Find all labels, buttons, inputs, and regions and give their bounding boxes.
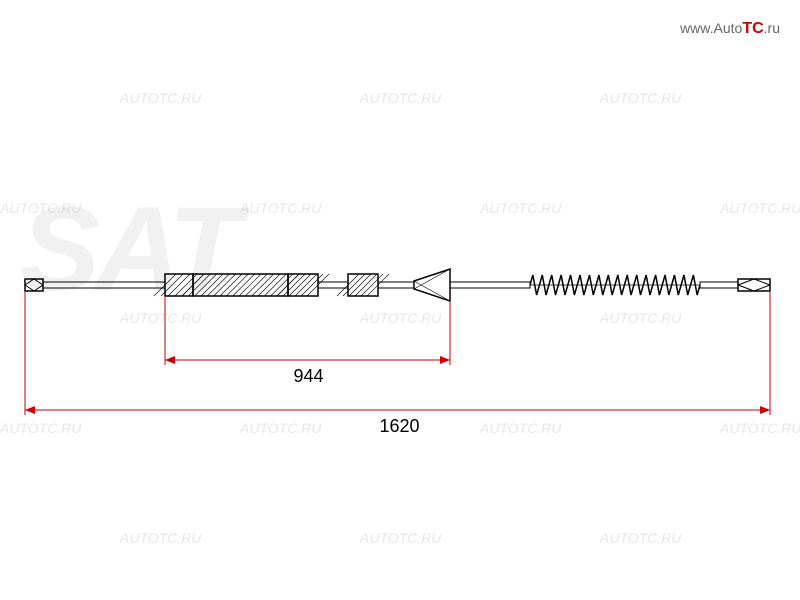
dimension-inner-label: 944 [290,366,328,387]
dimension-total-label: 1620 [376,416,424,437]
engineering-drawing [0,0,800,600]
